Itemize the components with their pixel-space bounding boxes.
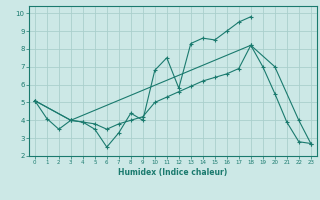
X-axis label: Humidex (Indice chaleur): Humidex (Indice chaleur)	[118, 168, 228, 177]
